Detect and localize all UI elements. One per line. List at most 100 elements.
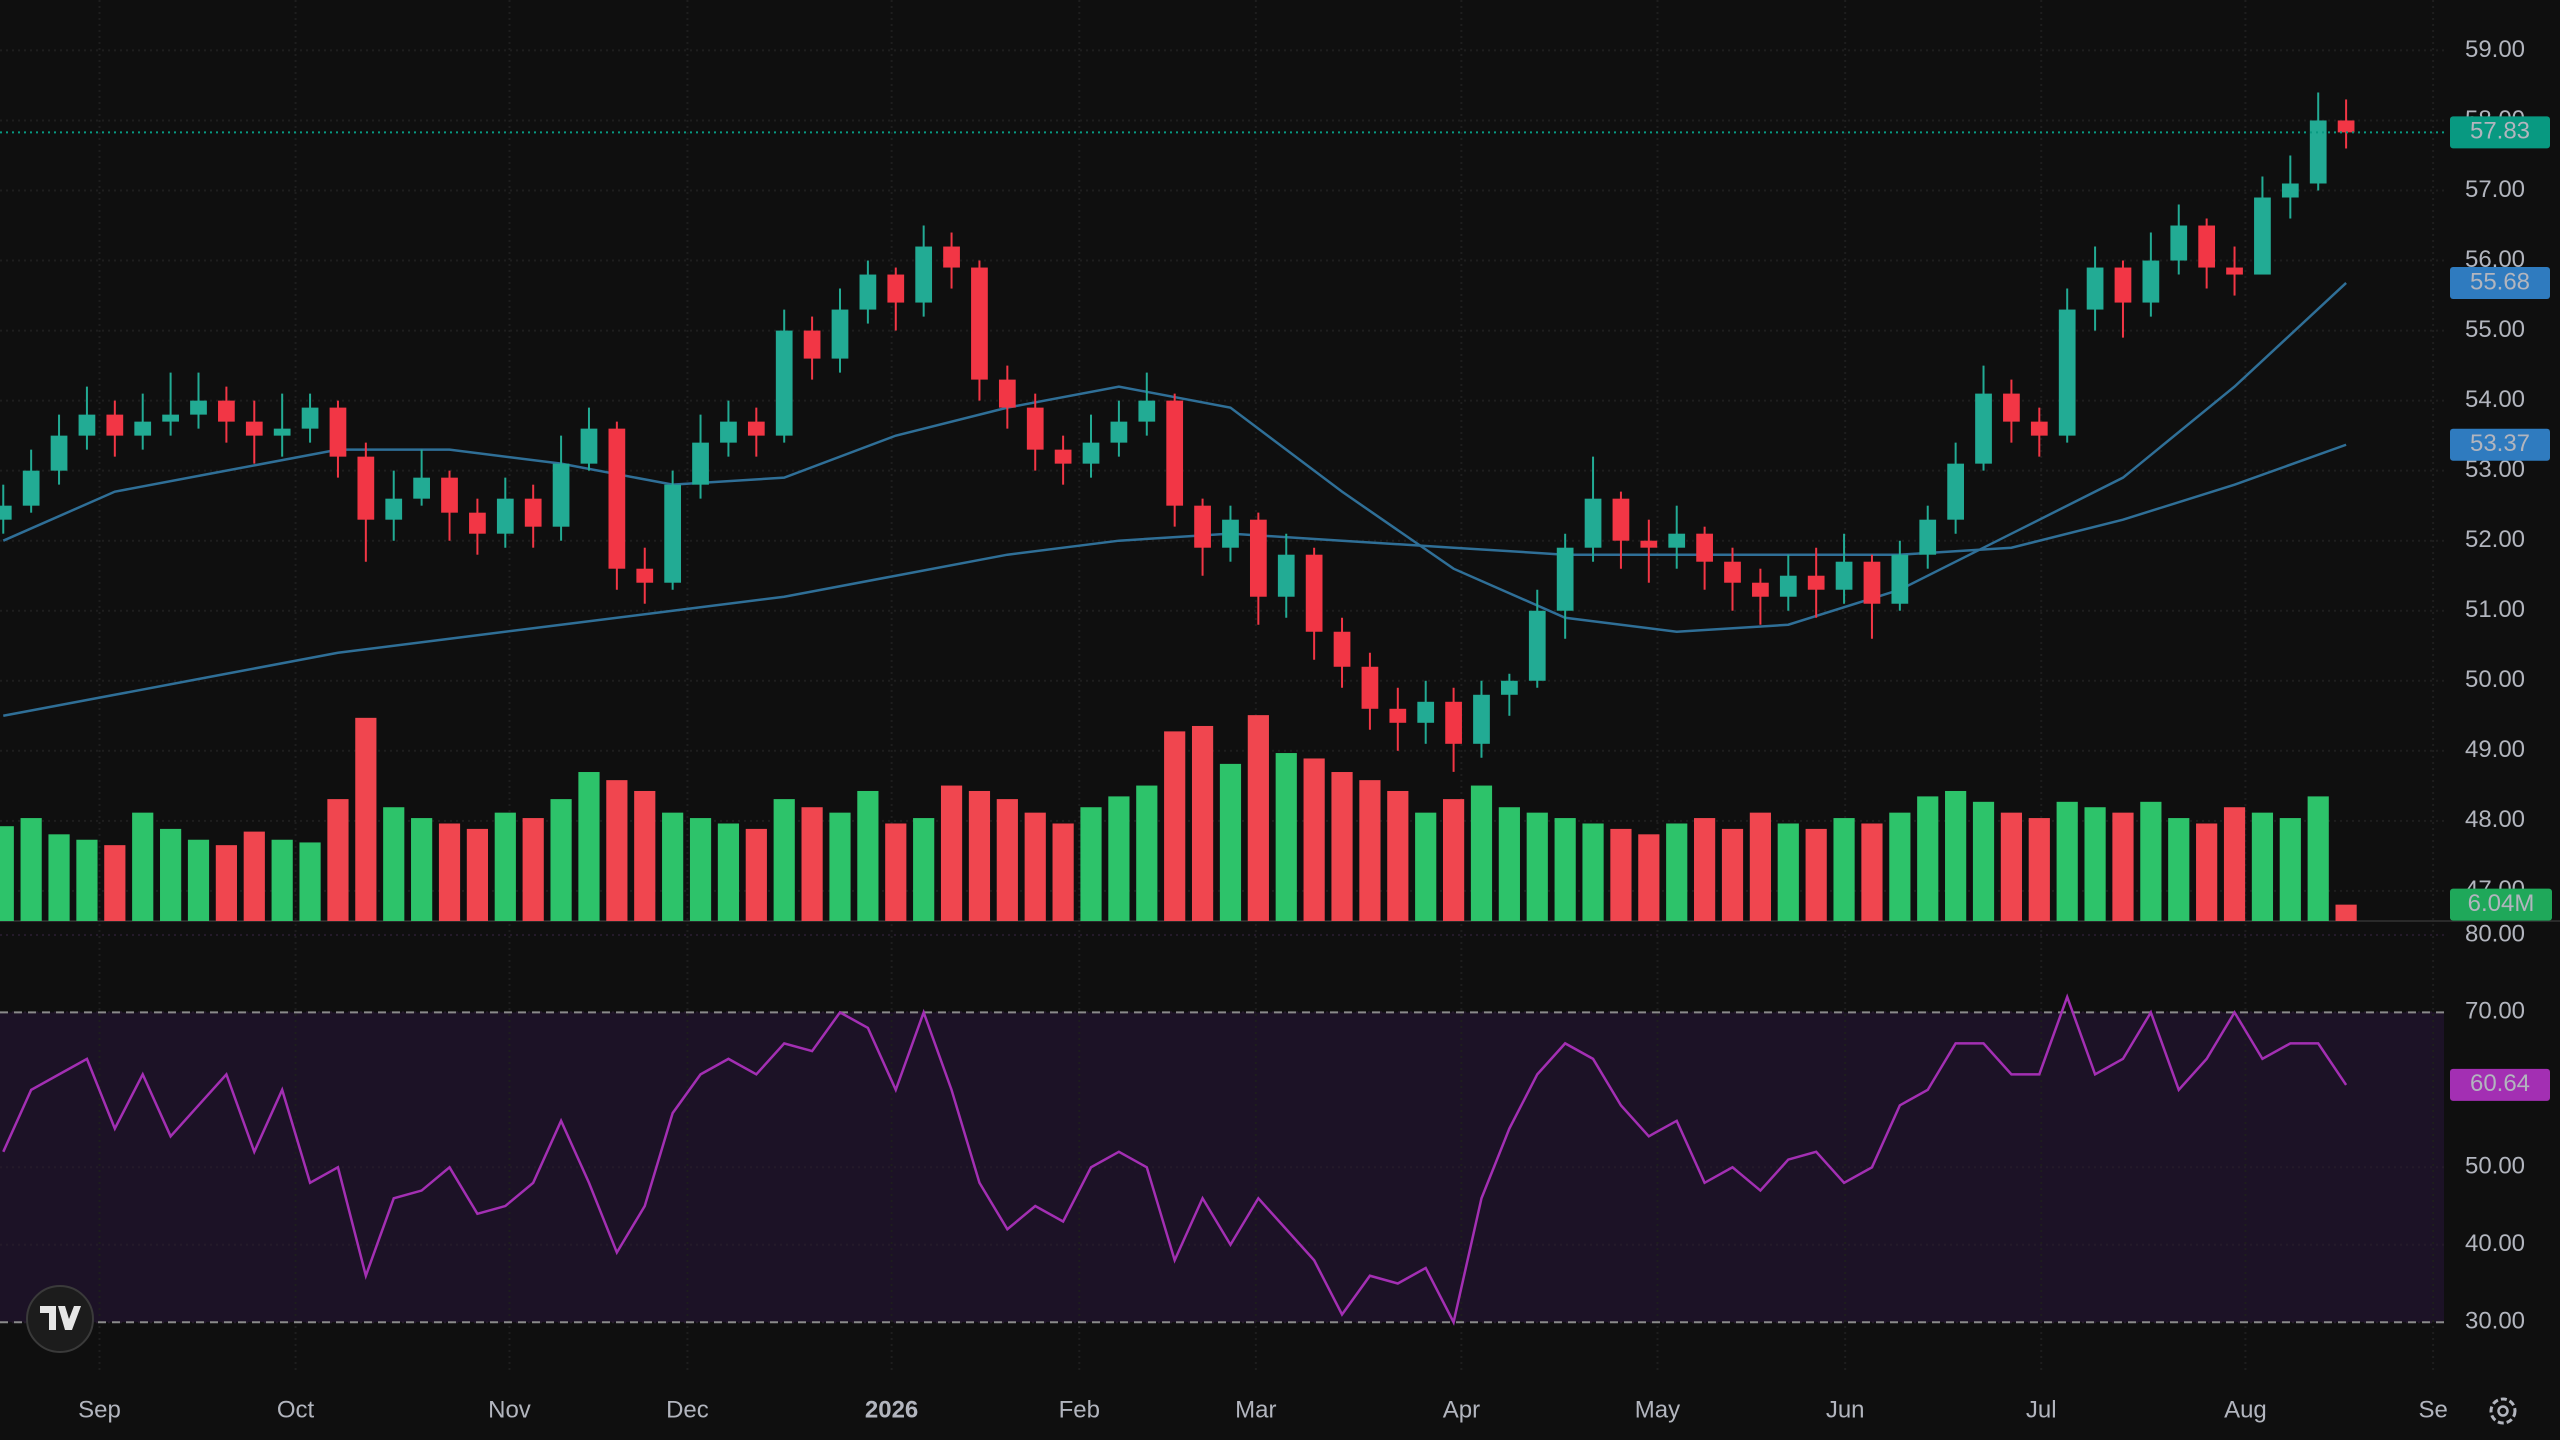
logo-circle <box>26 1285 94 1353</box>
candle-body <box>1501 680 1518 695</box>
volume-bar <box>1749 812 1771 921</box>
volume-bar <box>160 828 182 921</box>
candle-body <box>2114 267 2132 303</box>
volume-bar <box>1191 725 1214 921</box>
volume-bar <box>187 839 210 921</box>
volume-bar <box>1415 812 1437 921</box>
volume-bar <box>717 823 740 921</box>
volume-bar <box>1945 790 1967 921</box>
y-tick-label: 52.00 <box>2465 526 2525 553</box>
candle-body <box>1138 400 1156 422</box>
volume-bar <box>1721 828 1744 921</box>
volume-bar <box>215 845 237 921</box>
x-tick-label: May <box>1635 1396 1680 1423</box>
candle-body <box>106 414 124 436</box>
candle-body <box>385 498 403 520</box>
candle-body <box>2254 197 2271 275</box>
volume-bar <box>1526 812 1548 921</box>
volume-bar <box>2251 812 2274 921</box>
volume-bar <box>1108 796 1130 921</box>
rsi-label-bg <box>2450 1068 2550 1101</box>
candle-body <box>1919 519 1937 555</box>
volume-bar <box>1275 753 1297 921</box>
volume-bar <box>996 799 1018 921</box>
volume-bar <box>913 818 935 921</box>
volume-bar <box>438 823 461 921</box>
x-tick-label: Dec <box>666 1396 709 1423</box>
candle-body <box>943 246 960 268</box>
volume-bar <box>634 790 656 921</box>
rsi-tick-label: 50.00 <box>2465 1153 2525 1180</box>
candle-body <box>1110 421 1128 443</box>
volume-bar <box>20 818 42 921</box>
candle-body <box>1054 449 1072 464</box>
candle-body <box>1835 561 1853 590</box>
candle-body <box>1724 561 1741 583</box>
candle-body <box>2226 267 2243 275</box>
volume-bar <box>1610 828 1632 921</box>
volume-bar <box>550 799 572 921</box>
volume-bar <box>0 826 14 921</box>
candle-body <box>1249 519 1267 597</box>
x-tick-label: Se <box>2418 1396 2447 1423</box>
volume-bar <box>2140 801 2162 921</box>
y-tick-label: 57.00 <box>2465 176 2525 203</box>
candle-body <box>413 477 430 499</box>
moving-average <box>3 443 2347 718</box>
volume-bar <box>243 831 265 921</box>
volume-bar <box>411 818 433 921</box>
candle-body <box>357 456 375 520</box>
candle-body <box>329 407 347 457</box>
volume-bar <box>1805 828 1827 921</box>
x-tick-label: Feb <box>1059 1396 1100 1423</box>
volume-bar <box>1080 807 1102 921</box>
volume-bar <box>1694 818 1716 921</box>
x-tick-label: Aug <box>2224 1396 2267 1423</box>
volume-bar <box>1777 823 1799 921</box>
candle-body <box>245 421 263 436</box>
candle-body <box>2337 120 2355 133</box>
volume-bar <box>1861 823 1883 921</box>
volume-bar <box>1359 780 1381 921</box>
volume-bar <box>1331 772 1353 921</box>
volume-bar <box>1219 763 1242 921</box>
volume-bar <box>2307 796 2329 921</box>
volume-bar <box>1972 801 1995 921</box>
candle-body <box>2281 183 2299 198</box>
settings-icon <box>2489 1397 2517 1425</box>
candle-body <box>552 463 570 527</box>
candle-body <box>803 330 821 359</box>
candle-body <box>1082 442 1100 464</box>
candle-body <box>915 246 933 303</box>
volume-bar <box>606 780 628 921</box>
volume-bar <box>327 799 349 921</box>
candle-body <box>190 400 207 415</box>
y-tick-label: 50.00 <box>2465 666 2525 693</box>
candle-body <box>524 498 542 527</box>
ma-label-bg <box>2450 428 2550 461</box>
candle-body <box>496 498 514 534</box>
volume-bar <box>578 772 600 921</box>
candle-body <box>775 330 793 436</box>
volume-bar <box>2084 807 2106 921</box>
candle-body <box>1389 708 1407 723</box>
y-tick-label: 54.00 <box>2465 386 2525 413</box>
x-tick-label: Sep <box>78 1396 121 1423</box>
rsi-tick-label: 30.00 <box>2465 1308 2525 1335</box>
logo <box>26 1285 94 1353</box>
y-tick-label: 59.00 <box>2465 36 2525 63</box>
volume-bar <box>1554 818 1576 921</box>
candle-body <box>1863 561 1881 604</box>
volume-bar <box>2279 818 2301 921</box>
candle-body <box>2086 267 2104 310</box>
volume-bar <box>1442 799 1465 921</box>
volume-bar <box>662 812 684 921</box>
x-tick-label: Oct <box>277 1396 315 1423</box>
candle-body <box>1473 694 1490 744</box>
candle-body <box>998 379 1016 408</box>
ma-label: 53.37 <box>2470 430 2530 457</box>
candle-body <box>22 470 40 506</box>
candle-body <box>2198 225 2216 268</box>
candle-body <box>162 414 179 422</box>
